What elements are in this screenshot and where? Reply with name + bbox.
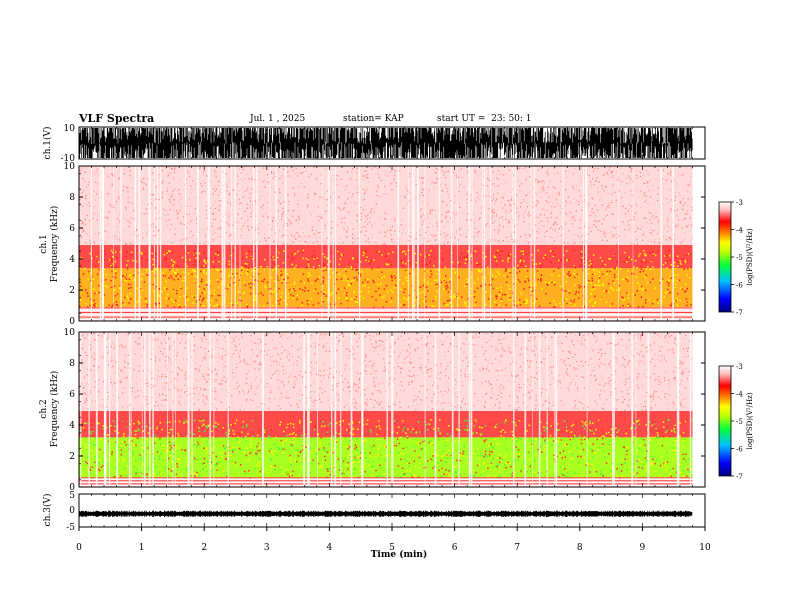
ch2-colorbar-label: log(PSD)(V²/Hz) (746, 392, 754, 449)
colorbar-tick-label: -5 (736, 254, 743, 262)
ch1-colorbar-ticks: -3 -4 -5 -6 -7 (731, 199, 743, 317)
time-tick-label: 9 (640, 543, 646, 553)
ch1-waveform-trace (78, 128, 693, 158)
ch2-colorbar-scale (718, 365, 732, 477)
time-axis: 0 1 2 3 4 5 6 7 8 9 10 (76, 527, 711, 553)
ch1-colorbar: -3 -4 -5 -6 -7 log(PSD)(V²/Hz) (718, 199, 754, 317)
freq-tick-label: 8 (69, 193, 75, 203)
time-tick-label: 5 (389, 543, 395, 553)
ch3-ytick-0: 0 (69, 506, 75, 516)
ch1-waveform-ylabel: ch.1(V) (42, 127, 53, 160)
colorbar-tick-label: -4 (736, 227, 743, 235)
ch2-colorbar-ticks: -3 -4 -5 -6 -7 (731, 363, 743, 481)
time-tick-label: 1 (139, 543, 145, 553)
colorbar-tick-label: -5 (736, 418, 743, 426)
start-ut-label: start UT = 23: 50: 1 (437, 114, 532, 124)
ch1-spectrogram-panel: 0 2 4 6 8 10 ch.1 Frequency (kHz) (39, 162, 706, 327)
freq-tick-label: 2 (69, 452, 75, 462)
freq-tick-label: 0 (69, 483, 75, 493)
ch1-ytick-top: 10 (64, 124, 76, 134)
colorbar-tick-label: -6 (736, 282, 743, 290)
ch2-spectrogram-label: ch.2 (39, 399, 49, 418)
ch2-frequency-ylabel: Frequency (kHz) (49, 371, 60, 448)
time-tick-label: 8 (577, 543, 583, 553)
ch2-spectrogram-image (79, 332, 705, 487)
freq-tick-label: 4 (69, 421, 75, 431)
ch1-ytick-bottom: -10 (61, 154, 76, 164)
colorbar-tick-label: -6 (736, 446, 743, 454)
ch3-waveform-trace (78, 510, 693, 517)
time-tick-label: 7 (514, 543, 520, 553)
ch3-waveform-line (78, 510, 693, 517)
ch1-colorbar-label: log(PSD)(V²/Hz) (746, 228, 754, 285)
time-tick-label: 4 (327, 543, 333, 553)
freq-tick-label: 6 (69, 224, 75, 234)
ch1-frequency-ylabel: Frequency (kHz) (49, 206, 60, 283)
freq-tick-label: 10 (64, 328, 76, 338)
ch1-spectrogram-image (79, 166, 705, 321)
time-tick-label: 2 (201, 543, 207, 553)
time-tick-label: 6 (452, 543, 458, 553)
ch3-ytick-5: 5 (69, 491, 75, 501)
station-label: station= KAP (343, 114, 404, 124)
freq-tick-label: 10 (64, 162, 76, 172)
colorbar-tick-label: -7 (736, 309, 743, 317)
time-axis-label: Time (min) (371, 549, 428, 560)
time-tick-label: 3 (264, 543, 270, 553)
colorbar-tick-label: -7 (736, 473, 743, 481)
ch1-waveform-line (78, 128, 693, 158)
ch1-colorbar-scale (718, 201, 732, 313)
minor-ticks (78, 127, 706, 527)
ch2-spectrogram-panel: 0 2 4 6 8 10 ch.2 Frequency (kHz) (39, 328, 706, 493)
freq-tick-label: 2 (69, 286, 75, 296)
ch2-colorbar: -3 -4 -5 -6 -7 log(PSD)(V²/Hz) (718, 363, 754, 481)
freq-tick-label: 8 (69, 359, 75, 369)
figure-title: VLF Spectra (79, 112, 155, 125)
colorbar-tick-label: -3 (736, 363, 743, 371)
ch3-waveform-ylabel: ch.3(V) (42, 494, 53, 527)
ch3-ytick-minus5: -5 (66, 523, 75, 533)
freq-tick-label: 0 (69, 317, 75, 327)
colorbar-tick-label: -3 (736, 199, 743, 207)
ch3-waveform-panel: 5 0 -5 ch.3(V) 0 1 2 3 4 5 6 7 8 9 10 Time (min) (42, 491, 711, 560)
date-label: Jul. 1 , 2025 (250, 114, 306, 124)
ch3-waveform-frame (78, 493, 706, 528)
ch2-frequency-axis: 0 2 4 6 8 10 (64, 328, 705, 493)
ch1-spectrogram-label: ch.1 (39, 234, 49, 253)
freq-tick-label: 4 (69, 255, 75, 265)
freq-tick-label: 6 (69, 390, 75, 400)
colorbar-tick-label: -4 (736, 391, 743, 399)
ch1-frequency-axis: 0 2 4 6 8 10 (64, 162, 705, 327)
time-tick-label: 10 (699, 543, 711, 553)
time-tick-label: 0 (76, 543, 82, 553)
